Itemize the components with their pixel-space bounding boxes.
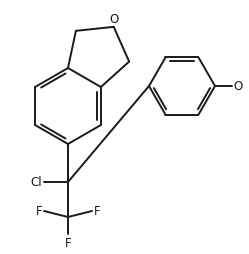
Text: O: O [109, 13, 118, 26]
Text: Cl: Cl [30, 176, 42, 189]
Text: O: O [233, 80, 242, 93]
Text: F: F [65, 236, 71, 249]
Text: F: F [94, 205, 101, 218]
Text: F: F [35, 205, 42, 218]
